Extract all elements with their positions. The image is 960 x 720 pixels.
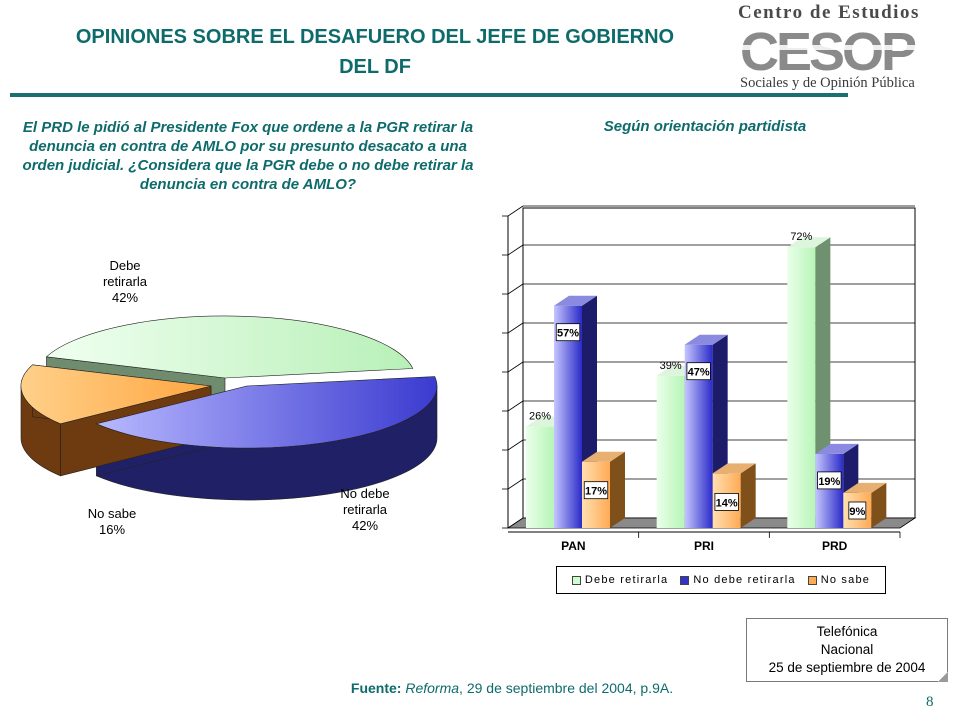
bar-value-PRD-1: 19% — [818, 476, 840, 488]
bar-PRD-0 — [787, 247, 816, 528]
source-label: Fuente: — [350, 680, 402, 696]
source-citation: Fuente: Reforma, 29 de septiembre del 20… — [312, 680, 712, 696]
bar-label-box-PRD-1 — [817, 471, 842, 490]
survey-question: El PRD le pidió al Presidente Fox que or… — [22, 119, 474, 193]
legend-swatch-debe — [571, 575, 581, 585]
legend-swatch-no-sabe — [807, 575, 817, 585]
bar-label-box-PRI-1 — [686, 362, 711, 381]
bar-value-PAN-0: 26% — [529, 411, 551, 423]
bar-value-PAN-1: 57% — [557, 328, 579, 340]
legend-item-no-debe: No debe retirarla — [680, 574, 795, 586]
pie-label-1-2: 42% — [352, 518, 378, 533]
bar-top-PRD-0 — [787, 237, 831, 248]
note-line3: 25 de septiembre de 2004 — [768, 660, 926, 675]
logo-line1: Centro de Estudios — [738, 2, 920, 23]
source-rest: , 29 de septiembre del 2004, p.9A. — [459, 680, 674, 696]
bar-top-PAN-2 — [582, 451, 625, 462]
pie-slice-2 — [20, 364, 212, 425]
bar-value-PRD-0: 72% — [790, 231, 812, 243]
legend-label-no-debe: No debe retirarla — [693, 574, 796, 586]
bar-PRI-0 — [656, 375, 685, 528]
cesop-logo: Centro de Estudios CESOP Sociales y de O… — [738, 2, 954, 91]
bar-label-box-PAN-2 — [583, 481, 609, 500]
bar-PAN-0 — [526, 426, 554, 528]
title-divider — [10, 93, 848, 97]
bar-side-PRD-2 — [871, 482, 887, 528]
pie-slice-0 — [45, 315, 414, 379]
pie-label-2-1: 16% — [99, 522, 125, 537]
note-line2: Nacional — [820, 642, 874, 657]
pie-label-2-0: No sabe — [88, 506, 136, 521]
page-title: OPINIONES SOBRE EL DESAFUERO DEL JEFE DE… — [75, 26, 675, 78]
bar-chart-title: Según orientación partidista — [603, 118, 807, 135]
bar-legend: Debe retirarla No debe retirarla No sabe — [556, 566, 886, 594]
bar-label-box-PAN-1 — [555, 323, 581, 342]
bar-label-box-PRI-2 — [714, 492, 739, 511]
bar-value-PRI-2: 14% — [716, 497, 738, 509]
note-line1: Telefónica — [816, 624, 878, 639]
survey-note: Telefónica Nacional 25 de septiembre de … — [746, 618, 948, 682]
bar-value-PRI-1: 47% — [688, 367, 710, 379]
bar-side-PAN-2 — [610, 451, 625, 528]
logo-wordmark: CESOP — [740, 22, 916, 82]
bar-top-PRI-2 — [712, 463, 756, 474]
category-label-PRD: PRD — [822, 539, 848, 553]
bar-label-box-PRD-2 — [848, 501, 867, 520]
page-number: 8 — [926, 694, 934, 710]
pie-label-0-2: 42% — [112, 290, 138, 305]
category-label-PAN: PAN — [561, 539, 585, 553]
bar-value-PRI-0: 39% — [660, 360, 682, 372]
category-label-PRI: PRI — [694, 539, 714, 553]
bar-top-PRI-1 — [684, 334, 728, 345]
source-publication: Reforma — [405, 680, 460, 696]
legend-item-debe: Debe retirarla — [571, 574, 669, 586]
pie-label-1-1: retirarla — [343, 502, 388, 517]
note-fold — [938, 672, 948, 682]
bar-chart: 26% 57% 17% PAN 39% 47% 14% PRI 72% 19% 9% PRD — [502, 205, 917, 553]
pie-label-1-0: No debe — [340, 486, 389, 501]
bar-side-PRI-2 — [740, 463, 756, 528]
bar-top-PRD-2 — [843, 482, 887, 493]
bar-top-PAN-1 — [554, 295, 597, 306]
legend-label-debe: Debe retirarla — [584, 574, 669, 586]
logo-line2: Sociales y de Opinión Pública — [740, 75, 915, 91]
bar-PAN-1 — [554, 305, 582, 528]
legend-swatch-no-debe — [680, 575, 690, 585]
pie-slice-1 — [95, 376, 438, 449]
bar-PRD-1 — [815, 453, 844, 528]
bar-value-PRD-2: 9% — [849, 506, 865, 518]
legend-item-no-sabe: No sabe — [807, 574, 871, 586]
pie-label-0-1: retirarla — [103, 274, 148, 289]
pie-label-0-0: Debe — [109, 258, 140, 273]
bar-top-PRD-1 — [815, 443, 859, 454]
bar-value-PAN-2: 17% — [585, 486, 607, 498]
legend-label-no-sabe: No sabe — [820, 574, 871, 586]
